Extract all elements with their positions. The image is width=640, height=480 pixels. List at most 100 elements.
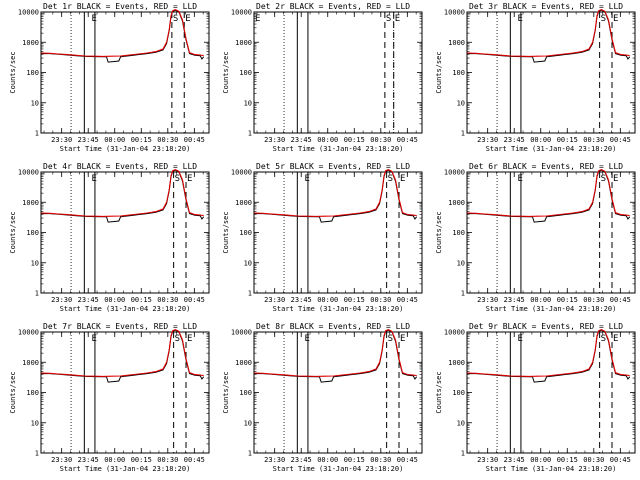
y-tick-label: 10000 bbox=[444, 329, 465, 337]
panel-title: Det 9r BLACK = Events, RED = LLD bbox=[469, 322, 623, 331]
x-tick-label: 00:45 bbox=[610, 296, 631, 304]
x-tick-label: 00:00 bbox=[317, 296, 338, 304]
y-tick-label: 100 bbox=[26, 229, 39, 237]
y-tick-label: 10000 bbox=[231, 329, 252, 337]
y-tick-label: 1 bbox=[35, 450, 39, 458]
y-axis-label: Counts/sec bbox=[435, 371, 443, 413]
panel-4: Det 4r BLACK = Events, RED = LLD 1 10 100 10… bbox=[9, 162, 210, 313]
x-tick-label: 00:30 bbox=[370, 296, 391, 304]
x-tick-label: 00:00 bbox=[104, 296, 125, 304]
y-tick-label: 10000 bbox=[18, 169, 39, 177]
x-tick-label: 23:30 bbox=[264, 296, 285, 304]
lld-series-line bbox=[466, 8, 630, 57]
y-tick-label: 10 bbox=[244, 419, 252, 427]
panel-6: Det 6r BLACK = Events, RED = LLD 1 10 100 10… bbox=[435, 162, 636, 313]
x-tick-label: 00:45 bbox=[397, 456, 418, 464]
marker-label: E bbox=[400, 334, 405, 344]
x-axis-label: Start Time (31-Jan-04 23:18:20) bbox=[60, 145, 191, 153]
lld-series-line bbox=[253, 168, 417, 217]
y-tick-label: 100 bbox=[452, 69, 465, 77]
y-tick-label: 1 bbox=[461, 450, 465, 458]
y-tick-label: 100 bbox=[452, 229, 465, 237]
x-axis-label: Start Time (31-Jan-04 23:18:20) bbox=[486, 145, 617, 153]
marker-label: S bbox=[601, 174, 606, 184]
x-tick-label: 00:00 bbox=[317, 136, 338, 144]
panel-title: Det 1r BLACK = Events, RED = LLD bbox=[43, 2, 197, 11]
panel-title: Det 7r BLACK = Events, RED = LLD bbox=[43, 322, 197, 331]
panel-5: Det 5r BLACK = Events, RED = LLD 1 10 100 10… bbox=[222, 162, 423, 313]
panel-2: Det 2r BLACK = Events, RED = LLD 1 10 100 10… bbox=[222, 2, 423, 153]
y-tick-label: 1 bbox=[248, 290, 252, 298]
y-tick-label: 10 bbox=[457, 419, 465, 427]
y-tick-label: 100 bbox=[239, 69, 252, 77]
x-tick-label: 00:30 bbox=[583, 296, 604, 304]
plot-frame bbox=[253, 11, 423, 134]
panel-9: Det 9r BLACK = Events, RED = LLD 1 10 100 10… bbox=[435, 322, 636, 473]
x-tick-label: 00:15 bbox=[557, 296, 578, 304]
panel-title: Det 8r BLACK = Events, RED = LLD bbox=[256, 322, 410, 331]
marker-label: E bbox=[305, 334, 310, 344]
x-tick-label: 23:30 bbox=[477, 296, 498, 304]
y-tick-label: 10000 bbox=[18, 9, 39, 17]
x-tick-label: 00:00 bbox=[104, 136, 125, 144]
y-axis-label: Counts/sec bbox=[222, 211, 230, 253]
x-tick-label: 00:30 bbox=[370, 456, 391, 464]
y-axis-label: Counts/sec bbox=[435, 211, 443, 253]
y-tick-label: 10 bbox=[244, 99, 252, 107]
x-tick-label: 00:15 bbox=[557, 136, 578, 144]
y-tick-label: 10000 bbox=[231, 9, 252, 17]
marker-label: E bbox=[518, 174, 523, 184]
panel-1: Det 1r BLACK = Events, RED = LLD 1 10 100 10… bbox=[9, 2, 210, 153]
x-tick-label: 00:45 bbox=[397, 136, 418, 144]
x-tick-label: 23:30 bbox=[51, 456, 72, 464]
panel-3: Det 3r BLACK = Events, RED = LLD 1 10 100 10… bbox=[435, 2, 636, 153]
y-tick-label: 1000 bbox=[448, 199, 465, 207]
x-axis-label: Start Time (31-Jan-04 23:18:20) bbox=[60, 465, 191, 473]
x-tick-label: 00:30 bbox=[157, 136, 178, 144]
lld-series-line bbox=[40, 8, 204, 57]
y-tick-label: 1000 bbox=[448, 359, 465, 367]
marker-label: E bbox=[400, 174, 405, 184]
x-tick-label: 00:15 bbox=[344, 296, 365, 304]
y-tick-label: 1000 bbox=[22, 359, 39, 367]
x-axis-label: Start Time (31-Jan-04 23:18:20) bbox=[273, 305, 404, 313]
y-tick-label: 10 bbox=[31, 99, 39, 107]
x-tick-label: 23:45 bbox=[291, 136, 312, 144]
y-tick-label: 1000 bbox=[22, 39, 39, 47]
marker-label: E bbox=[518, 334, 523, 344]
marker-label: E bbox=[92, 174, 97, 184]
panel-title: Det 4r BLACK = Events, RED = LLD bbox=[43, 162, 197, 171]
panel-title: Det 2r BLACK = Events, RED = LLD bbox=[256, 2, 410, 11]
panel-8: Det 8r BLACK = Events, RED = LLD 1 10 100 10… bbox=[222, 322, 423, 473]
x-tick-label: 00:45 bbox=[184, 136, 205, 144]
y-tick-label: 1000 bbox=[235, 199, 252, 207]
y-tick-label: 1000 bbox=[448, 39, 465, 47]
marker-label: S bbox=[175, 174, 180, 184]
y-axis-label: Counts/sec bbox=[9, 51, 17, 93]
x-tick-label: 00:30 bbox=[583, 136, 604, 144]
marker-label: E bbox=[185, 14, 190, 24]
marker-label: E bbox=[613, 174, 618, 184]
x-tick-label: 00:15 bbox=[131, 296, 152, 304]
marker-label: S bbox=[388, 334, 393, 344]
x-tick-label: 00:45 bbox=[184, 296, 205, 304]
y-tick-label: 100 bbox=[239, 389, 252, 397]
marker-label: E bbox=[187, 334, 192, 344]
x-axis-label: Start Time (31-Jan-04 23:18:20) bbox=[60, 305, 191, 313]
y-axis-label: Counts/sec bbox=[435, 51, 443, 93]
x-tick-label: 00:45 bbox=[184, 456, 205, 464]
y-tick-label: 1 bbox=[461, 130, 465, 138]
marker-label: S bbox=[601, 14, 606, 24]
marker-label: E bbox=[92, 14, 97, 24]
y-tick-label: 10000 bbox=[444, 169, 465, 177]
x-tick-label: 00:45 bbox=[397, 296, 418, 304]
x-tick-label: 23:45 bbox=[291, 456, 312, 464]
y-tick-label: 1 bbox=[35, 130, 39, 138]
x-axis-label: Start Time (31-Jan-04 23:18:20) bbox=[273, 145, 404, 153]
x-tick-label: 00:45 bbox=[610, 136, 631, 144]
y-tick-label: 100 bbox=[452, 389, 465, 397]
y-axis-label: Counts/sec bbox=[222, 371, 230, 413]
y-tick-label: 1 bbox=[248, 450, 252, 458]
marker-label: S bbox=[601, 334, 606, 344]
